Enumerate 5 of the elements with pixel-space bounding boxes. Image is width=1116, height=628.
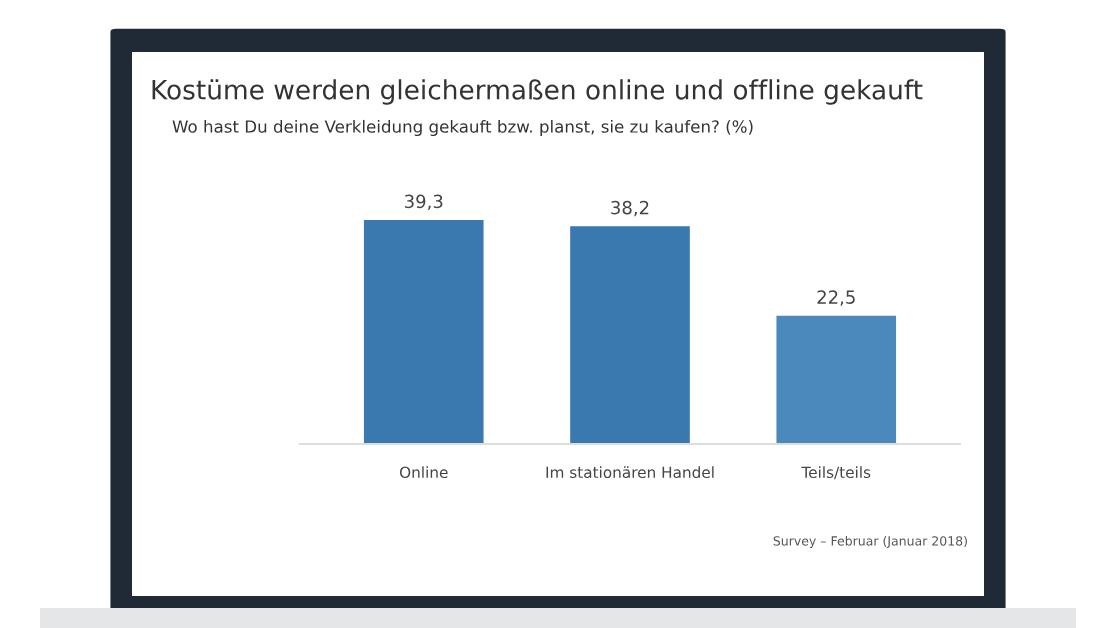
data-label: 22,5: [817, 290, 855, 306]
chart-subtitle: Wo hast Du deine Verkleidung gekauft bzw. planst, sie zu kaufen? (%): [172, 119, 753, 137]
data-label: 39,3: [405, 194, 443, 211]
data-label: 38,2: [611, 200, 649, 217]
chart-title: Kostüme werden gleichermaßen online und offline gekauft: [152, 79, 923, 105]
